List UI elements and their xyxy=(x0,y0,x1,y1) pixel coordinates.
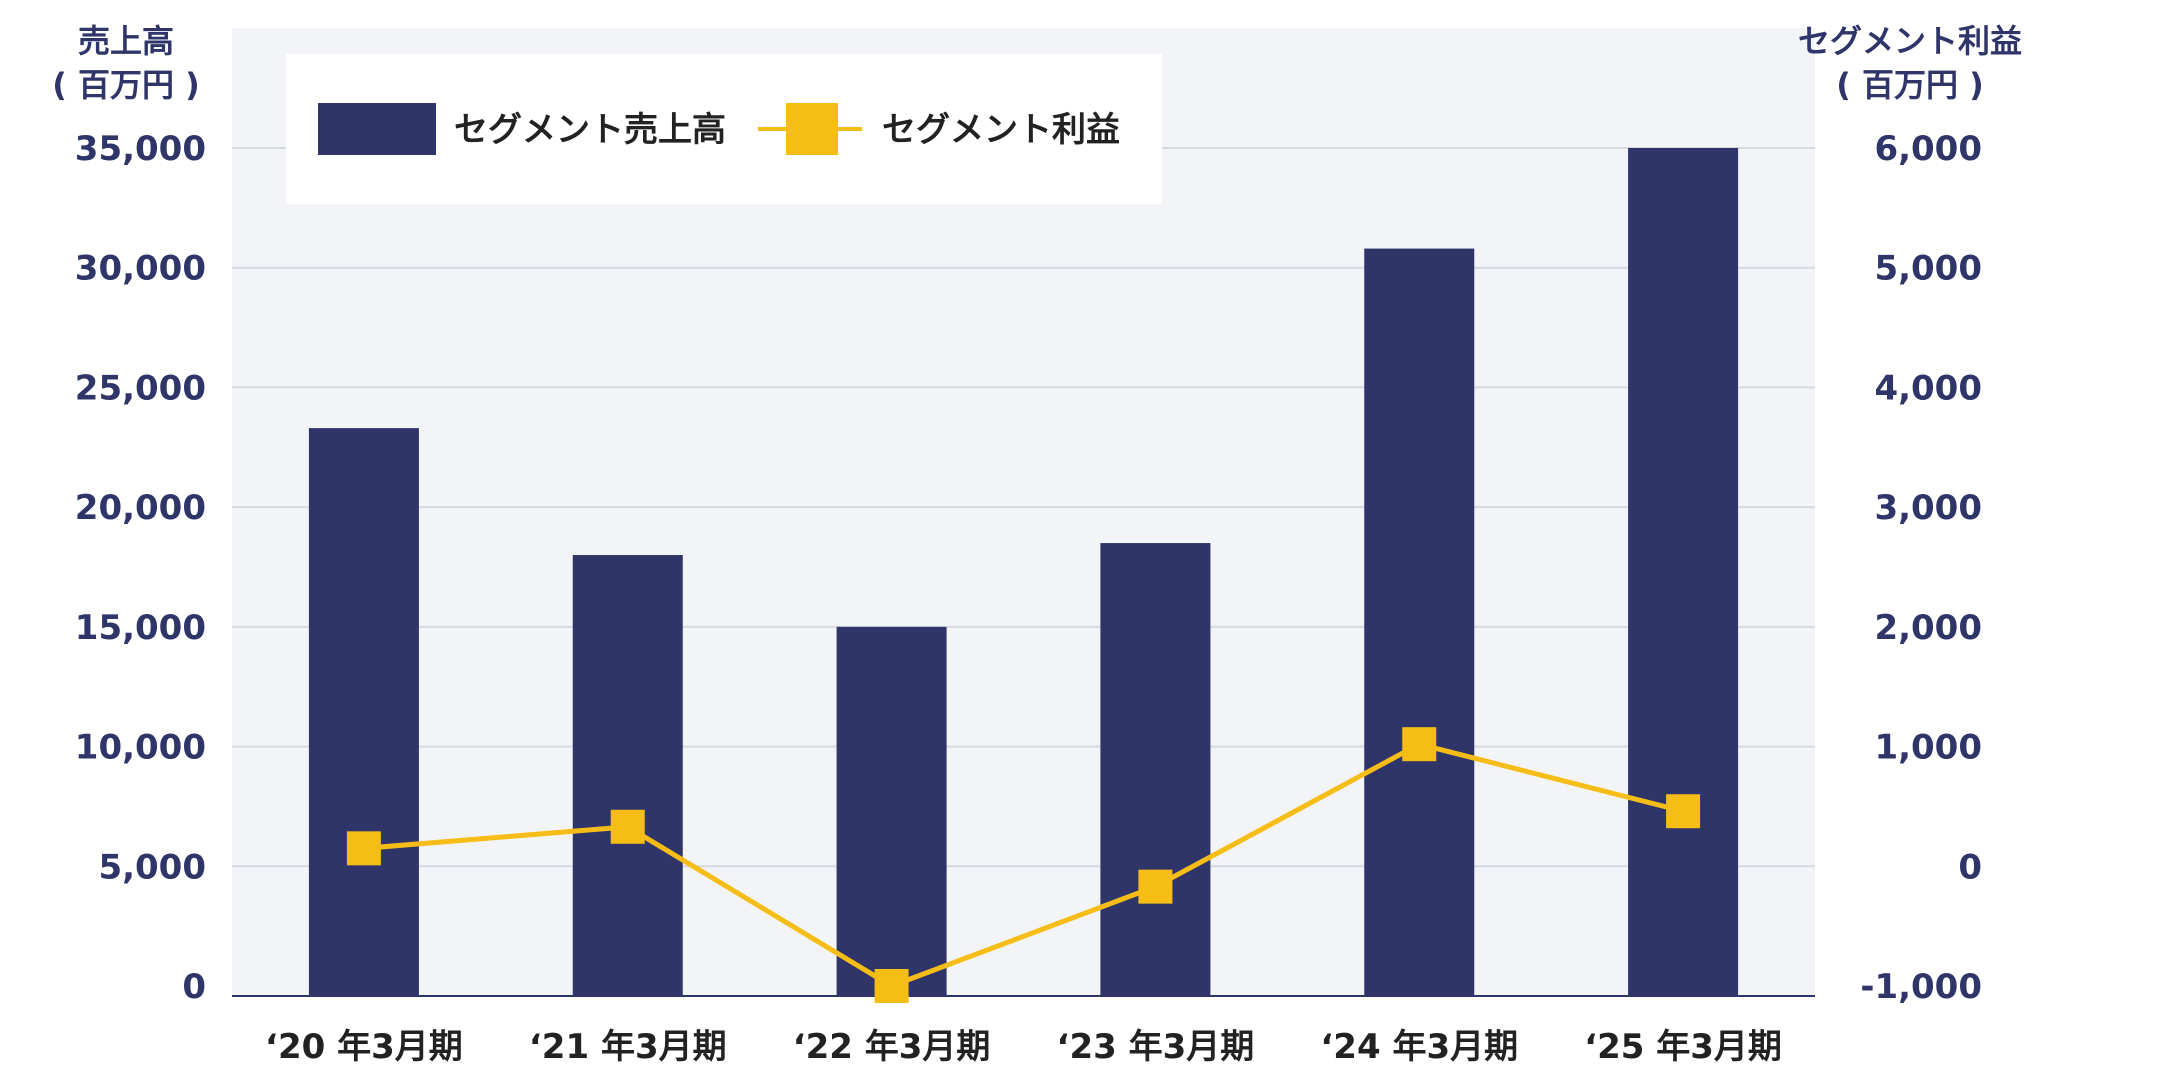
profit-point xyxy=(610,809,645,844)
y-left-tick-label: 10,000 xyxy=(75,728,206,768)
y-left-tick-label: 15,000 xyxy=(75,608,206,648)
y-right-tick-label: 1,000 xyxy=(1874,728,1982,768)
y-left-tick-label: 5,000 xyxy=(98,847,206,887)
x-tick-label: ‘21 年3月期 xyxy=(529,1027,727,1067)
bar-sales xyxy=(836,626,947,996)
y-right-tick-label: 3,000 xyxy=(1874,488,1982,528)
bar-series xyxy=(308,148,1739,996)
y-right-tick-label: 6,000 xyxy=(1874,129,1982,169)
y-right-tick-label: 0 xyxy=(1958,847,1982,887)
y-left-title-line2: ( 百万円 ) xyxy=(52,66,200,104)
bar-sales xyxy=(1100,543,1211,996)
grid-lines xyxy=(232,147,1815,868)
y-left-tick-label: 35,000 xyxy=(75,129,206,169)
x-axis: ‘20 年3月期 ‘21 年3月期 ‘22 年3月期 ‘23 年3月期 ‘24 年3月期… xyxy=(265,1027,1782,1067)
y-right-tick-label: 2,000 xyxy=(1874,608,1982,648)
y-right-tick-label: -1,000 xyxy=(1860,967,1982,1007)
y-right-tick-label: 5,000 xyxy=(1874,249,1982,289)
profit-point xyxy=(1138,869,1173,904)
y-left-tick-label: 25,000 xyxy=(75,368,206,408)
profit-point xyxy=(874,969,909,1003)
y-left-title-line1: 売上高 xyxy=(78,22,174,60)
y-right-tick-label: 4,000 xyxy=(1874,368,1982,408)
bar-sales xyxy=(572,555,683,996)
bar-sales xyxy=(308,428,419,996)
legend-label-profit: セグメント利益 xyxy=(882,110,1120,150)
legend-swatch-marker xyxy=(786,103,838,155)
y-right-title-line1: セグメント利益 xyxy=(1798,22,2022,60)
profit-line xyxy=(363,741,1684,989)
x-tick-label: ‘22 年3月期 xyxy=(793,1027,991,1067)
x-tick-label: ‘23 年3月期 xyxy=(1057,1027,1255,1067)
legend: セグメント売上高 セグメント利益 xyxy=(286,54,1162,204)
profit-point xyxy=(346,831,381,866)
legend-label-sales: セグメント売上高 xyxy=(454,110,726,150)
x-tick-label: ‘25 年3月期 xyxy=(1584,1027,1782,1067)
bar-sales xyxy=(1364,248,1475,996)
x-tick-label: ‘20 年3月期 xyxy=(265,1027,463,1067)
x-tick-label: ‘24 年3月期 xyxy=(1320,1027,1518,1067)
y-right-title-line2: ( 百万円 ) xyxy=(1836,66,1984,104)
bar-sales xyxy=(1628,148,1739,996)
y-axis-left: 0 5,000 10,000 15,000 20,000 25,000 30,000 35,0… xyxy=(75,129,206,1007)
y-left-tick-label: 30,000 xyxy=(75,249,206,289)
profit-point xyxy=(1402,727,1437,762)
profit-point xyxy=(1666,794,1701,829)
y-left-tick-label: 0 xyxy=(182,967,206,1007)
y-axis-right: -1,000 0 1,000 2,000 3,000 4,000 5,000 6,000 xyxy=(1860,129,1982,1007)
y-left-tick-label: 20,000 xyxy=(75,488,206,528)
legend-swatch-bar xyxy=(318,103,436,155)
line-series xyxy=(346,727,1701,1003)
